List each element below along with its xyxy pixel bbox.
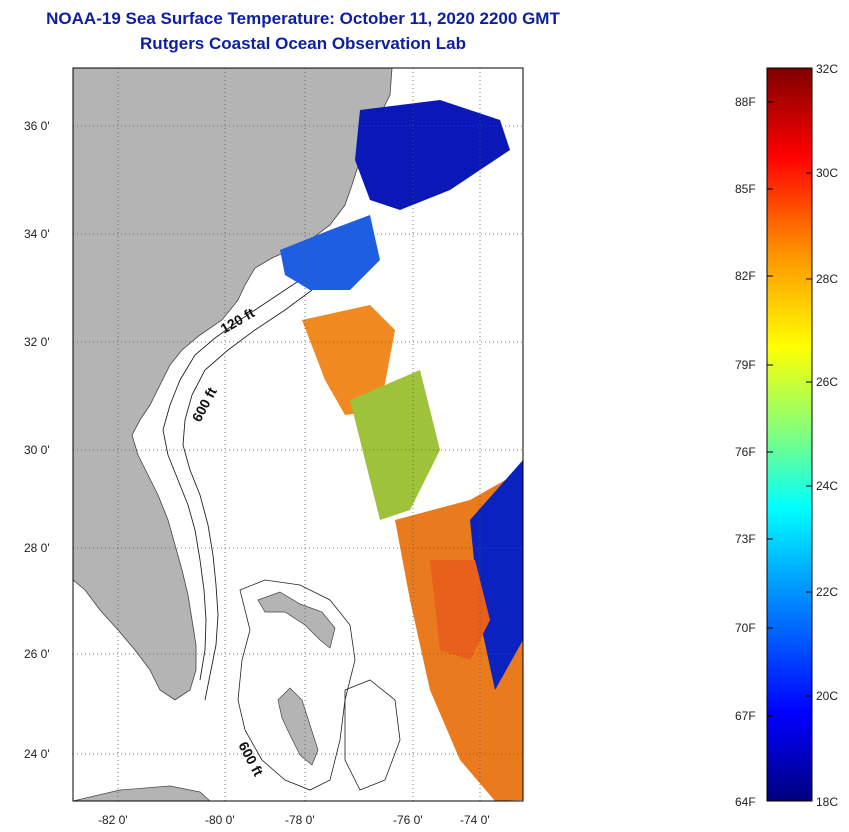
colorbar-c-20: 20C [816,689,838,703]
sst-swath-warm [430,560,490,660]
colorbar: 88F 85F 82F 79F 76F 73F 70F 67F 64F 32C … [735,62,838,809]
sst-swath-blue [355,100,510,210]
lon-label-76: -76 0' [393,813,423,827]
colorbar-f-76: 76F [735,445,756,459]
colorbar-f-70: 70F [735,621,756,635]
lat-label-36: 36 0' [24,119,50,133]
land-bahamas-2 [257,591,336,649]
colorbar-c-28: 28C [816,272,838,286]
map-subtitle: Rutgers Coastal Ocean Observation Lab [140,34,466,53]
map-title: NOAA-19 Sea Surface Temperature: October… [46,9,560,28]
land-cuba [73,785,211,801]
lat-label-24: 24 0' [24,747,50,761]
colorbar-f-64: 64F [735,795,756,809]
colorbar-c-22: 22C [816,585,838,599]
lon-label-80: -80 0' [205,813,235,827]
colorbar-f-82: 82F [735,269,756,283]
land-mainland [73,68,393,701]
lat-label-30: 30 0' [24,443,50,457]
colorbar-f-79: 79F [735,358,756,372]
colorbar-f-73: 73F [735,532,756,546]
lon-label-78: -78 0' [285,813,315,827]
contour-bahamas-east [344,679,401,791]
contour-120ft [162,279,301,681]
colorbar-f-88: 88F [735,95,756,109]
colorbar-c-26: 26C [816,375,838,389]
lon-label-74: -74 0' [460,813,490,827]
contour-600ft [182,289,313,701]
colorbar-c-24: 24C [816,479,838,493]
sst-swath-center [350,370,440,520]
sst-swath-mid [302,305,395,415]
graticule [73,68,523,801]
sst-swath-north [280,215,380,290]
colorbar-c-18: 18C [816,795,838,809]
land-bahamas-1 [277,687,319,766]
lat-label-32: 32 0' [24,335,50,349]
colorbar-f-85: 85F [735,182,756,196]
map-frame [72,67,524,802]
lat-label-28: 28 0' [24,541,50,555]
lon-label-82: -82 0' [98,813,128,827]
lat-label-26: 26 0' [24,647,50,661]
colorbar-f-67: 67F [735,709,756,723]
lat-label-34: 34 0' [24,227,50,241]
colorbar-c-32: 32C [816,62,838,76]
colorbar-c-30: 30C [816,166,838,180]
colorbar-gradient [766,67,813,802]
contour-bahamas [237,579,356,791]
